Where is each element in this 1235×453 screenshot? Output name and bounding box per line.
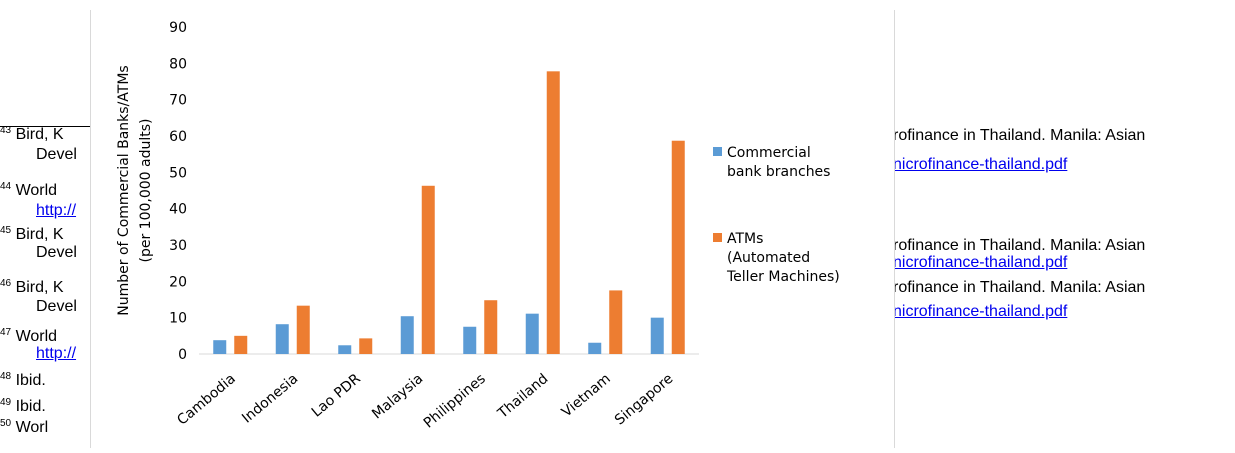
bar-atms-malaysia xyxy=(421,185,435,354)
bar-chart: Number of Commercial Banks/ATMs (per 100,… xyxy=(116,20,840,432)
footnote-text: Devel xyxy=(36,146,77,163)
footnote-text: Worl xyxy=(11,419,49,436)
bar-branches-vietnam xyxy=(588,342,602,354)
bar-branches-thailand xyxy=(525,313,539,354)
bar-branches-singapore xyxy=(650,317,664,354)
chart-container: Number of Commercial Banks/ATMs (per 100,… xyxy=(90,10,895,448)
footnote-number: 45 xyxy=(0,225,12,236)
footnote-link[interactable]: nicrofinance-thailand.pdf xyxy=(893,254,1068,271)
x-tick-label: Indonesia xyxy=(239,371,301,427)
y-tick-label: 90 xyxy=(169,20,187,36)
footnote-number: 50 xyxy=(0,418,12,429)
footnote-text: Bird, K xyxy=(11,279,64,296)
bars xyxy=(213,71,685,355)
x-tick-label: Singapore xyxy=(612,371,676,429)
x-tick-label: Vietnam xyxy=(559,371,614,421)
bar-branches-philippines xyxy=(463,326,477,354)
bar-branches-indonesia xyxy=(275,324,289,354)
footnote-46: 46 Bird, K xyxy=(0,279,64,297)
footnote-fragment: rofinance in Thailand. Manila: Asian xyxy=(893,127,1146,144)
legend-label: bank branches xyxy=(727,164,830,180)
footnote-50: 50 Worl xyxy=(0,419,48,437)
y-tick-label: 60 xyxy=(169,129,187,145)
bar-branches-malaysia xyxy=(400,316,414,354)
legend-label: Teller Machines) xyxy=(726,269,840,285)
footnote-text: Bird, K xyxy=(11,126,64,143)
footnote-number: 46 xyxy=(0,278,12,289)
footnote-45: 45 Bird, K xyxy=(0,226,64,244)
footnote-text: Devel xyxy=(36,298,77,315)
bar-atms-indonesia xyxy=(296,305,310,354)
x-axis-ticks: Cambodia Indonesia Lao PDR MalaysiaPhilippi… xyxy=(174,371,676,432)
y-tick-label: 50 xyxy=(169,165,187,181)
footnote-fragment: rofinance in Thailand. Manila: Asian xyxy=(893,279,1146,296)
footnote-49: 49 Ibid. xyxy=(0,398,46,416)
footnote-text: Bird, K xyxy=(11,226,64,243)
y-tick-label: 10 xyxy=(169,311,187,327)
footnote-number: 47 xyxy=(0,327,12,338)
footnote-44: 44 World xyxy=(0,182,57,200)
footnote-link[interactable]: http:// xyxy=(36,345,77,362)
y-tick-label: 80 xyxy=(169,56,187,72)
x-tick-label: Thailand xyxy=(494,371,551,423)
footnote-text: Devel xyxy=(36,244,77,261)
footnote-number: 49 xyxy=(0,397,12,408)
legend-label: (Automated xyxy=(727,250,810,266)
footnote-separator xyxy=(0,126,150,127)
bar-branches-lao-pdr xyxy=(338,345,352,354)
bar-atms-philippines xyxy=(484,300,498,354)
y-axis-ticks: 0 10 20 30 40 50 60 70 80 90 xyxy=(169,20,187,363)
y-tick-label: 70 xyxy=(169,93,187,109)
bar-atms-thailand xyxy=(546,71,560,355)
footnote-number: 43 xyxy=(0,125,12,136)
y-tick-label: 40 xyxy=(169,202,187,218)
legend-swatch-atms xyxy=(713,233,722,242)
x-tick-label: Malaysia xyxy=(369,371,426,423)
footnote-link[interactable]: nicrofinance-thailand.pdf xyxy=(893,303,1068,320)
y-axis-title-line: Number of Commercial Banks/ATMs xyxy=(116,65,132,315)
y-axis-title-line: (per 100,000 adults) xyxy=(138,119,154,263)
legend: Commercial bank branches ATMs (Automated Tel… xyxy=(713,145,840,285)
bar-atms-singapore xyxy=(671,140,685,354)
x-tick-label: Cambodia xyxy=(174,371,239,429)
footnote-number: 48 xyxy=(0,371,12,382)
bar-branches-cambodia xyxy=(213,340,227,354)
bar-atms-lao-pdr xyxy=(359,338,373,354)
footnote-fragment: rofinance in Thailand. Manila: Asian xyxy=(893,237,1146,254)
y-tick-label: 0 xyxy=(178,347,187,363)
footnote-text: World xyxy=(11,328,58,345)
legend-label: ATMs xyxy=(727,231,763,247)
bar-atms-cambodia xyxy=(234,335,248,354)
y-axis-title: Number of Commercial Banks/ATMs (per 100,… xyxy=(116,65,154,315)
y-tick-label: 30 xyxy=(169,238,187,254)
footnote-link[interactable]: nicrofinance-thailand.pdf xyxy=(893,156,1068,173)
footnote-47: 47 World xyxy=(0,328,57,346)
footnote-text: Ibid. xyxy=(11,398,46,415)
y-tick-label: 20 xyxy=(169,274,187,290)
footnote-text: World xyxy=(11,182,58,199)
x-tick-label: Philippines xyxy=(421,371,489,432)
legend-label: Commercial xyxy=(727,145,811,161)
bar-atms-vietnam xyxy=(609,290,623,354)
x-tick-label: Lao PDR xyxy=(309,371,364,421)
footnote-text: Ibid. xyxy=(11,372,46,389)
footnote-48: 48 Ibid. xyxy=(0,372,46,390)
footnote-43: 43 Bird, K xyxy=(0,126,64,144)
footnote-number: 44 xyxy=(0,181,12,192)
footnote-link[interactable]: http:// xyxy=(36,202,77,219)
legend-swatch-branches xyxy=(713,147,722,156)
